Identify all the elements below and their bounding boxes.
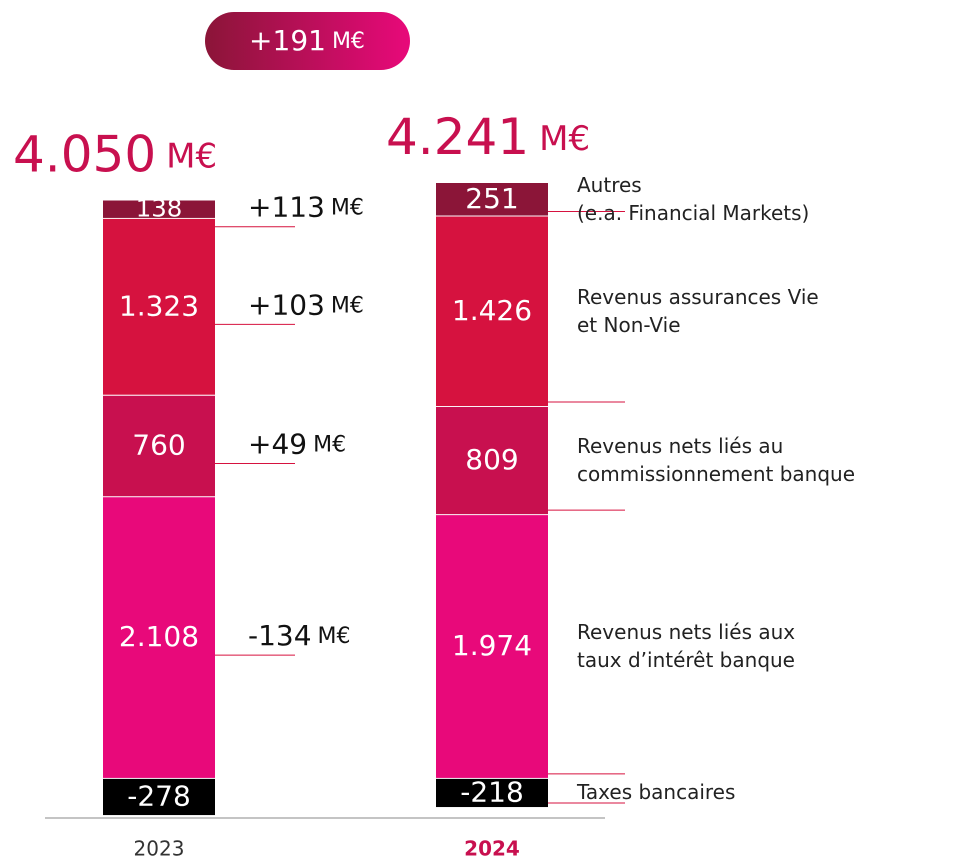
bar-segment — [103, 199, 215, 218]
x-tick-label: 2023 — [134, 837, 185, 861]
segment-label: 1.426 — [452, 294, 532, 327]
unit: M€ — [539, 118, 590, 158]
delta-value: +103 — [248, 288, 325, 321]
total-value: 4.241 — [386, 107, 529, 165]
bar-segment — [103, 496, 215, 778]
segment-label: -218 — [460, 775, 524, 808]
delta-label: +103 M€ — [248, 288, 364, 321]
legend-label: Revenus assurances Vie et Non-Vie — [577, 284, 819, 337]
total-label: 4.241 M€ — [386, 107, 590, 165]
segment-label: 2.108 — [119, 620, 199, 653]
segment-label: 760 — [132, 428, 185, 461]
bar-segment — [436, 406, 548, 515]
segment-label: 251 — [465, 182, 518, 215]
legend-label: Taxes bancaires — [577, 780, 736, 805]
bar-segment — [103, 217, 215, 395]
delta-value: +113 — [248, 191, 325, 224]
change-label: +191 M€ — [249, 24, 365, 57]
unit: M€ — [332, 29, 365, 54]
delta-value: -134 — [248, 619, 312, 652]
bar-segment — [103, 777, 215, 816]
total-value: 4.050 — [13, 125, 156, 183]
delta-value: +49 — [248, 427, 307, 460]
segment-label: 138 — [136, 194, 183, 223]
segment-label: -278 — [127, 779, 191, 812]
unit: M€ — [313, 432, 346, 457]
legend-label: Revenus nets liés aux taux d’intérêt ban… — [577, 620, 796, 673]
bar-segment — [436, 777, 548, 808]
segment-label: 1.323 — [119, 289, 199, 322]
total-label: 4.050 M€ — [13, 125, 217, 183]
change-value: +191 — [249, 24, 326, 57]
x-tick-label: 2024 — [464, 837, 520, 861]
delta-label: +113 M€ — [248, 191, 364, 224]
bar-segment — [103, 394, 215, 497]
segment-label: 1.974 — [452, 629, 532, 662]
bar-segment — [436, 514, 548, 778]
unit: M€ — [166, 136, 217, 176]
change-pill — [205, 12, 410, 70]
bar-segment — [436, 181, 548, 216]
bar-segment — [436, 215, 548, 407]
legend-label: Autres (e.a. Financial Markets) — [577, 172, 810, 225]
unit: M€ — [318, 624, 351, 649]
delta-label: -134 M€ — [248, 619, 351, 652]
delta-label: +49 M€ — [248, 427, 346, 460]
unit: M€ — [331, 293, 364, 318]
unit: M€ — [331, 196, 364, 221]
segment-label: 809 — [465, 443, 518, 476]
legend-label: Revenus nets liés au commissionnement ba… — [577, 434, 856, 487]
